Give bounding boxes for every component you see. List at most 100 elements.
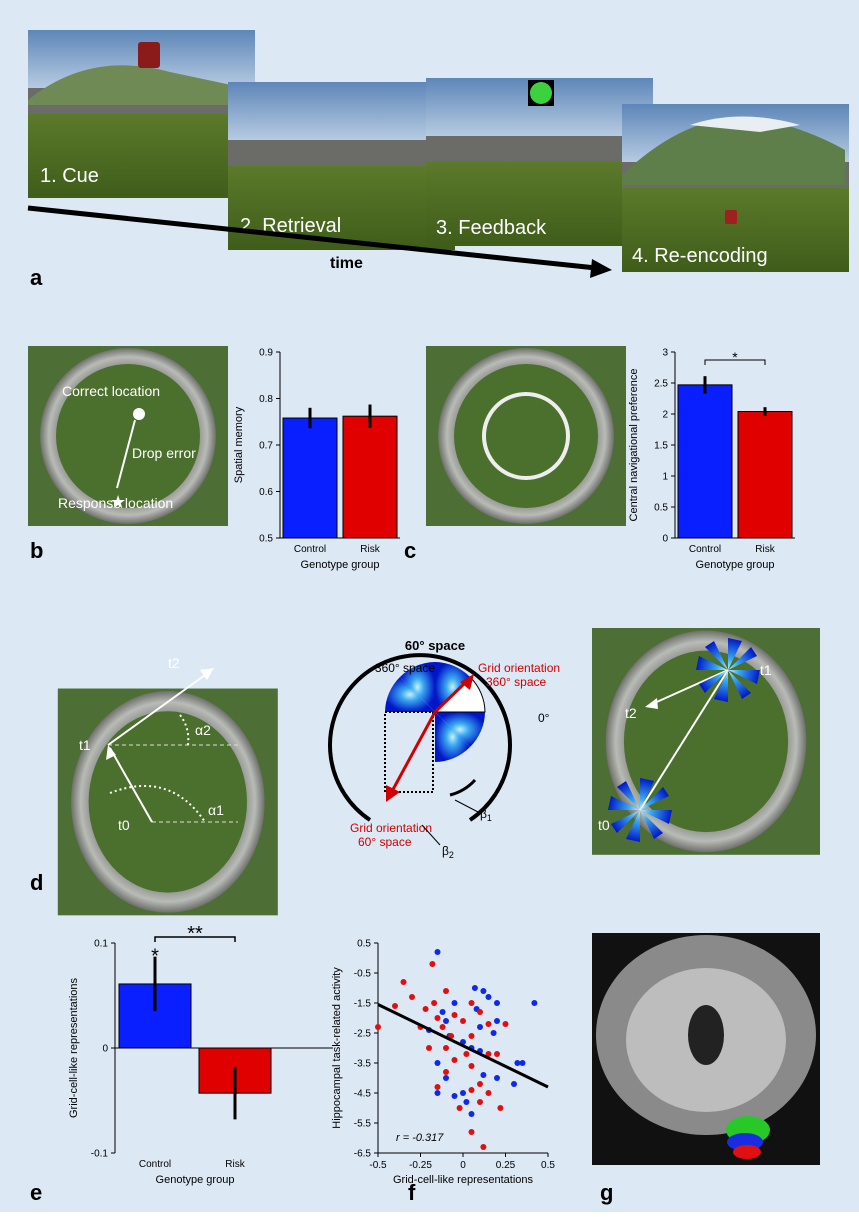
point [463, 1099, 469, 1105]
x-axis-label: Genotype group [301, 559, 380, 571]
x-axis-label: Genotype group [696, 559, 775, 571]
point [469, 1111, 475, 1117]
x-tick-label: Control [139, 1159, 171, 1170]
y-axis-label: Hippocampal task-related activity [331, 967, 343, 1129]
smiley-icon [530, 82, 552, 104]
point [443, 988, 449, 994]
y-tick-label: -0.1 [91, 1149, 109, 1160]
diagram-label: 360° space [375, 661, 436, 675]
y-tick-label: 0.8 [259, 394, 273, 405]
point [426, 1045, 432, 1051]
y-tick-label: 0.5 [654, 503, 668, 514]
diagram-label: t0 [118, 817, 130, 833]
y-tick-label: 0.5 [259, 534, 273, 545]
frame-label: 1. Cue [40, 165, 99, 187]
y-tick-label: 0.5 [357, 939, 371, 950]
y-axis-label: Central navigational preference [628, 369, 640, 522]
point [435, 1090, 441, 1096]
y-tick-label: -1.5 [354, 999, 372, 1010]
point [477, 1081, 483, 1087]
point [480, 1072, 486, 1078]
y-axis-label: Spatial memory [233, 406, 245, 483]
point [486, 994, 492, 1000]
y-tick-label: -2.5 [354, 1029, 372, 1040]
point [435, 1060, 441, 1066]
diagram-label: t2 [625, 705, 637, 721]
point [435, 1015, 441, 1021]
bar [678, 385, 732, 538]
point [443, 1018, 449, 1024]
frame-label: 3. Feedback [436, 217, 547, 239]
point [457, 1105, 463, 1111]
point [494, 1075, 500, 1081]
y-tick-label: 2.5 [654, 379, 668, 390]
x-tick-label: Control [689, 544, 721, 555]
y-tick-label: 0.1 [94, 939, 108, 950]
point [463, 1051, 469, 1057]
y-tick-label: 0 [102, 1044, 108, 1055]
point [443, 1045, 449, 1051]
x-tick-label: Control [294, 544, 326, 555]
point [486, 1090, 492, 1096]
y-tick-label: 0.6 [259, 487, 273, 498]
point [480, 988, 486, 994]
diagram-label: α1 [208, 802, 224, 818]
panel-g: g [592, 933, 820, 1205]
diagram-label: t2 [168, 655, 180, 671]
diagram-label: Grid orientation [478, 661, 560, 675]
diagram-label: t1 [760, 662, 772, 678]
diagram-label: 360° space [486, 675, 547, 689]
point [469, 1129, 475, 1135]
y-tick-label: -0.5 [354, 969, 372, 980]
point [469, 1063, 475, 1069]
x-tick-label: 0 [460, 1160, 466, 1171]
point [520, 1060, 526, 1066]
point [392, 1003, 398, 1009]
y-tick-label: -4.5 [354, 1089, 372, 1100]
figure: 1. Cue 2. Retrieval 3. Feedback 4. Re-en… [0, 0, 859, 1212]
beta-sub: 2 [449, 850, 454, 860]
point [494, 1051, 500, 1057]
diagram-label: 0° [538, 711, 550, 725]
point [531, 1000, 537, 1006]
point [477, 1024, 483, 1030]
point [440, 1024, 446, 1030]
panel-label: a [30, 265, 43, 290]
bar [283, 418, 337, 538]
panel-label: c [404, 538, 416, 563]
y-tick-label: 0 [662, 534, 668, 545]
point [429, 961, 435, 967]
point [443, 1069, 449, 1075]
y-tick-label: -3.5 [354, 1059, 372, 1070]
frame-label: 4. Re-encoding [632, 245, 768, 267]
x-tick-label: 0.25 [496, 1160, 516, 1171]
point [494, 1000, 500, 1006]
significance-label: ** [187, 923, 203, 945]
significance-label: * [732, 349, 738, 365]
significance-label: * [151, 946, 159, 968]
point [469, 1033, 475, 1039]
x-tick-label: -0.5 [369, 1160, 387, 1171]
beta-sub: 1 [487, 813, 492, 823]
diagram-label: t0 [598, 817, 610, 833]
point [511, 1081, 517, 1087]
x-tick-label: -0.25 [409, 1160, 432, 1171]
point [477, 1009, 483, 1015]
point [503, 1021, 509, 1027]
point [497, 1105, 503, 1111]
y-tick-label: 0.9 [259, 348, 273, 359]
y-tick-label: 2 [662, 410, 668, 421]
point [491, 1030, 497, 1036]
point [469, 1000, 475, 1006]
bucket-icon [138, 42, 160, 68]
point [486, 1021, 492, 1027]
point [375, 1024, 381, 1030]
y-tick-label: 3 [662, 348, 668, 359]
arena-label: Response location [58, 495, 173, 511]
point [423, 1006, 429, 1012]
x-axis-label: Grid-cell-like representations [393, 1174, 533, 1186]
diagram-label: Grid orientation [350, 821, 432, 835]
point [401, 979, 407, 985]
diagram-label: α2 [195, 722, 211, 738]
point [452, 1012, 458, 1018]
